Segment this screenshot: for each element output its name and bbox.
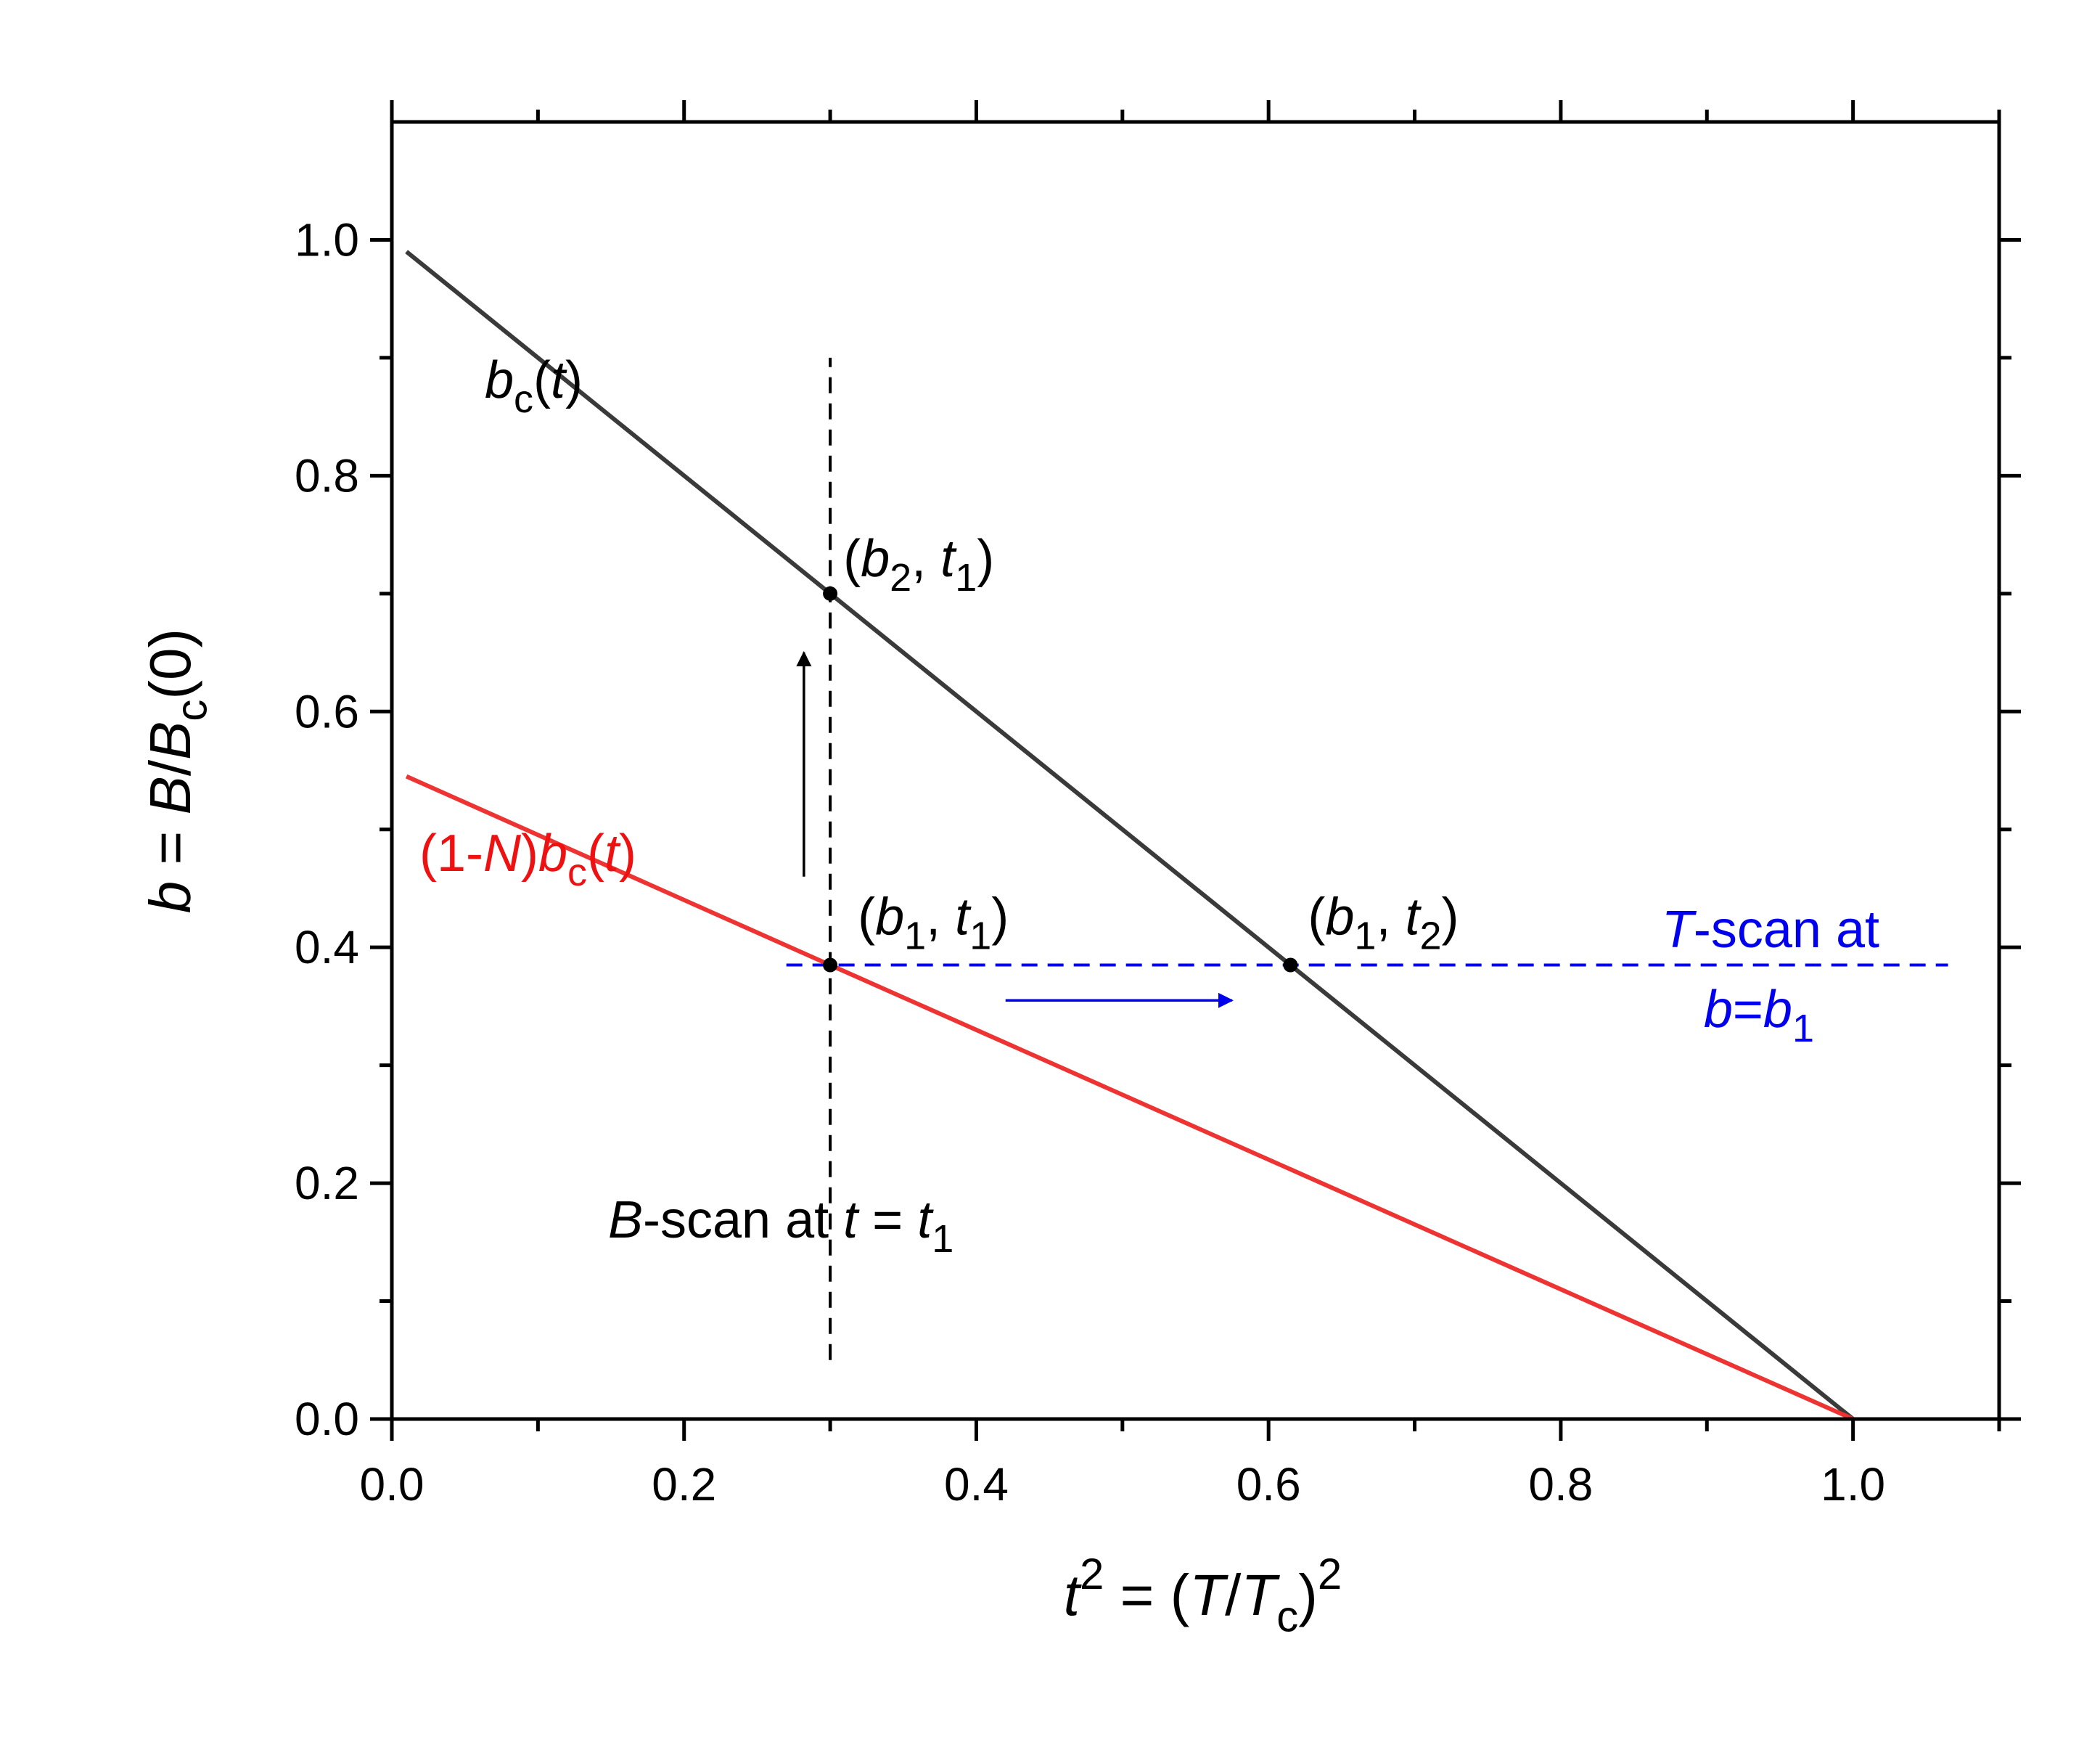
point-label: (b2, t1) [843, 530, 994, 600]
point-label: (b1, t2) [1308, 888, 1459, 958]
x-tick-label: 0.4 [944, 1458, 1009, 1510]
y-tick-label: 0.8 [295, 449, 359, 502]
annotation-bscan-label: B-scan at t = t1 [608, 1191, 953, 1261]
x-axis-title: t2 = (T/Tc)2 [1064, 1550, 1342, 1640]
y-tick-label: 0.4 [295, 921, 359, 973]
y-tick-label: 0.6 [295, 685, 359, 737]
x-tick-label: 0.2 [652, 1458, 716, 1510]
x-tick-label: 1.0 [1821, 1458, 1885, 1510]
reference-lines [786, 357, 1948, 1360]
x-tick-label: 0.0 [360, 1458, 424, 1510]
x-tick-label: 0.6 [1236, 1458, 1301, 1510]
plot-frame [390, 120, 2001, 1421]
point-label: (b1, t1) [858, 888, 1009, 958]
annotation-tscan-line1: T-scan at [1662, 901, 1879, 959]
y-tick-label: 0.0 [295, 1393, 359, 1445]
y-tick-label: 1.0 [295, 213, 359, 266]
y-tick-label: 0.2 [295, 1157, 359, 1209]
points [823, 586, 1298, 973]
annotation-bc-label: bc(t) [485, 351, 583, 421]
arrows [796, 650, 1234, 1008]
data-point [1283, 957, 1298, 973]
series-bc-line [405, 250, 1855, 1421]
annotation-tscan-line2: b=b1 [1704, 981, 1814, 1050]
data-point [823, 957, 838, 973]
y-axis-title: b = B/Bc(0) [138, 629, 216, 913]
data-point [823, 586, 838, 601]
labels: 0.0 0.2 0.4 0.6 0.8 1.0 0.0 0.2 0.4 0.6 0.8 1.0 t2 =… [138, 213, 1885, 1640]
annotation-n-label: (1-N)bc(t) [419, 825, 636, 894]
x-tick-label: 0.8 [1528, 1458, 1593, 1510]
axis-ticks [370, 100, 2021, 1441]
